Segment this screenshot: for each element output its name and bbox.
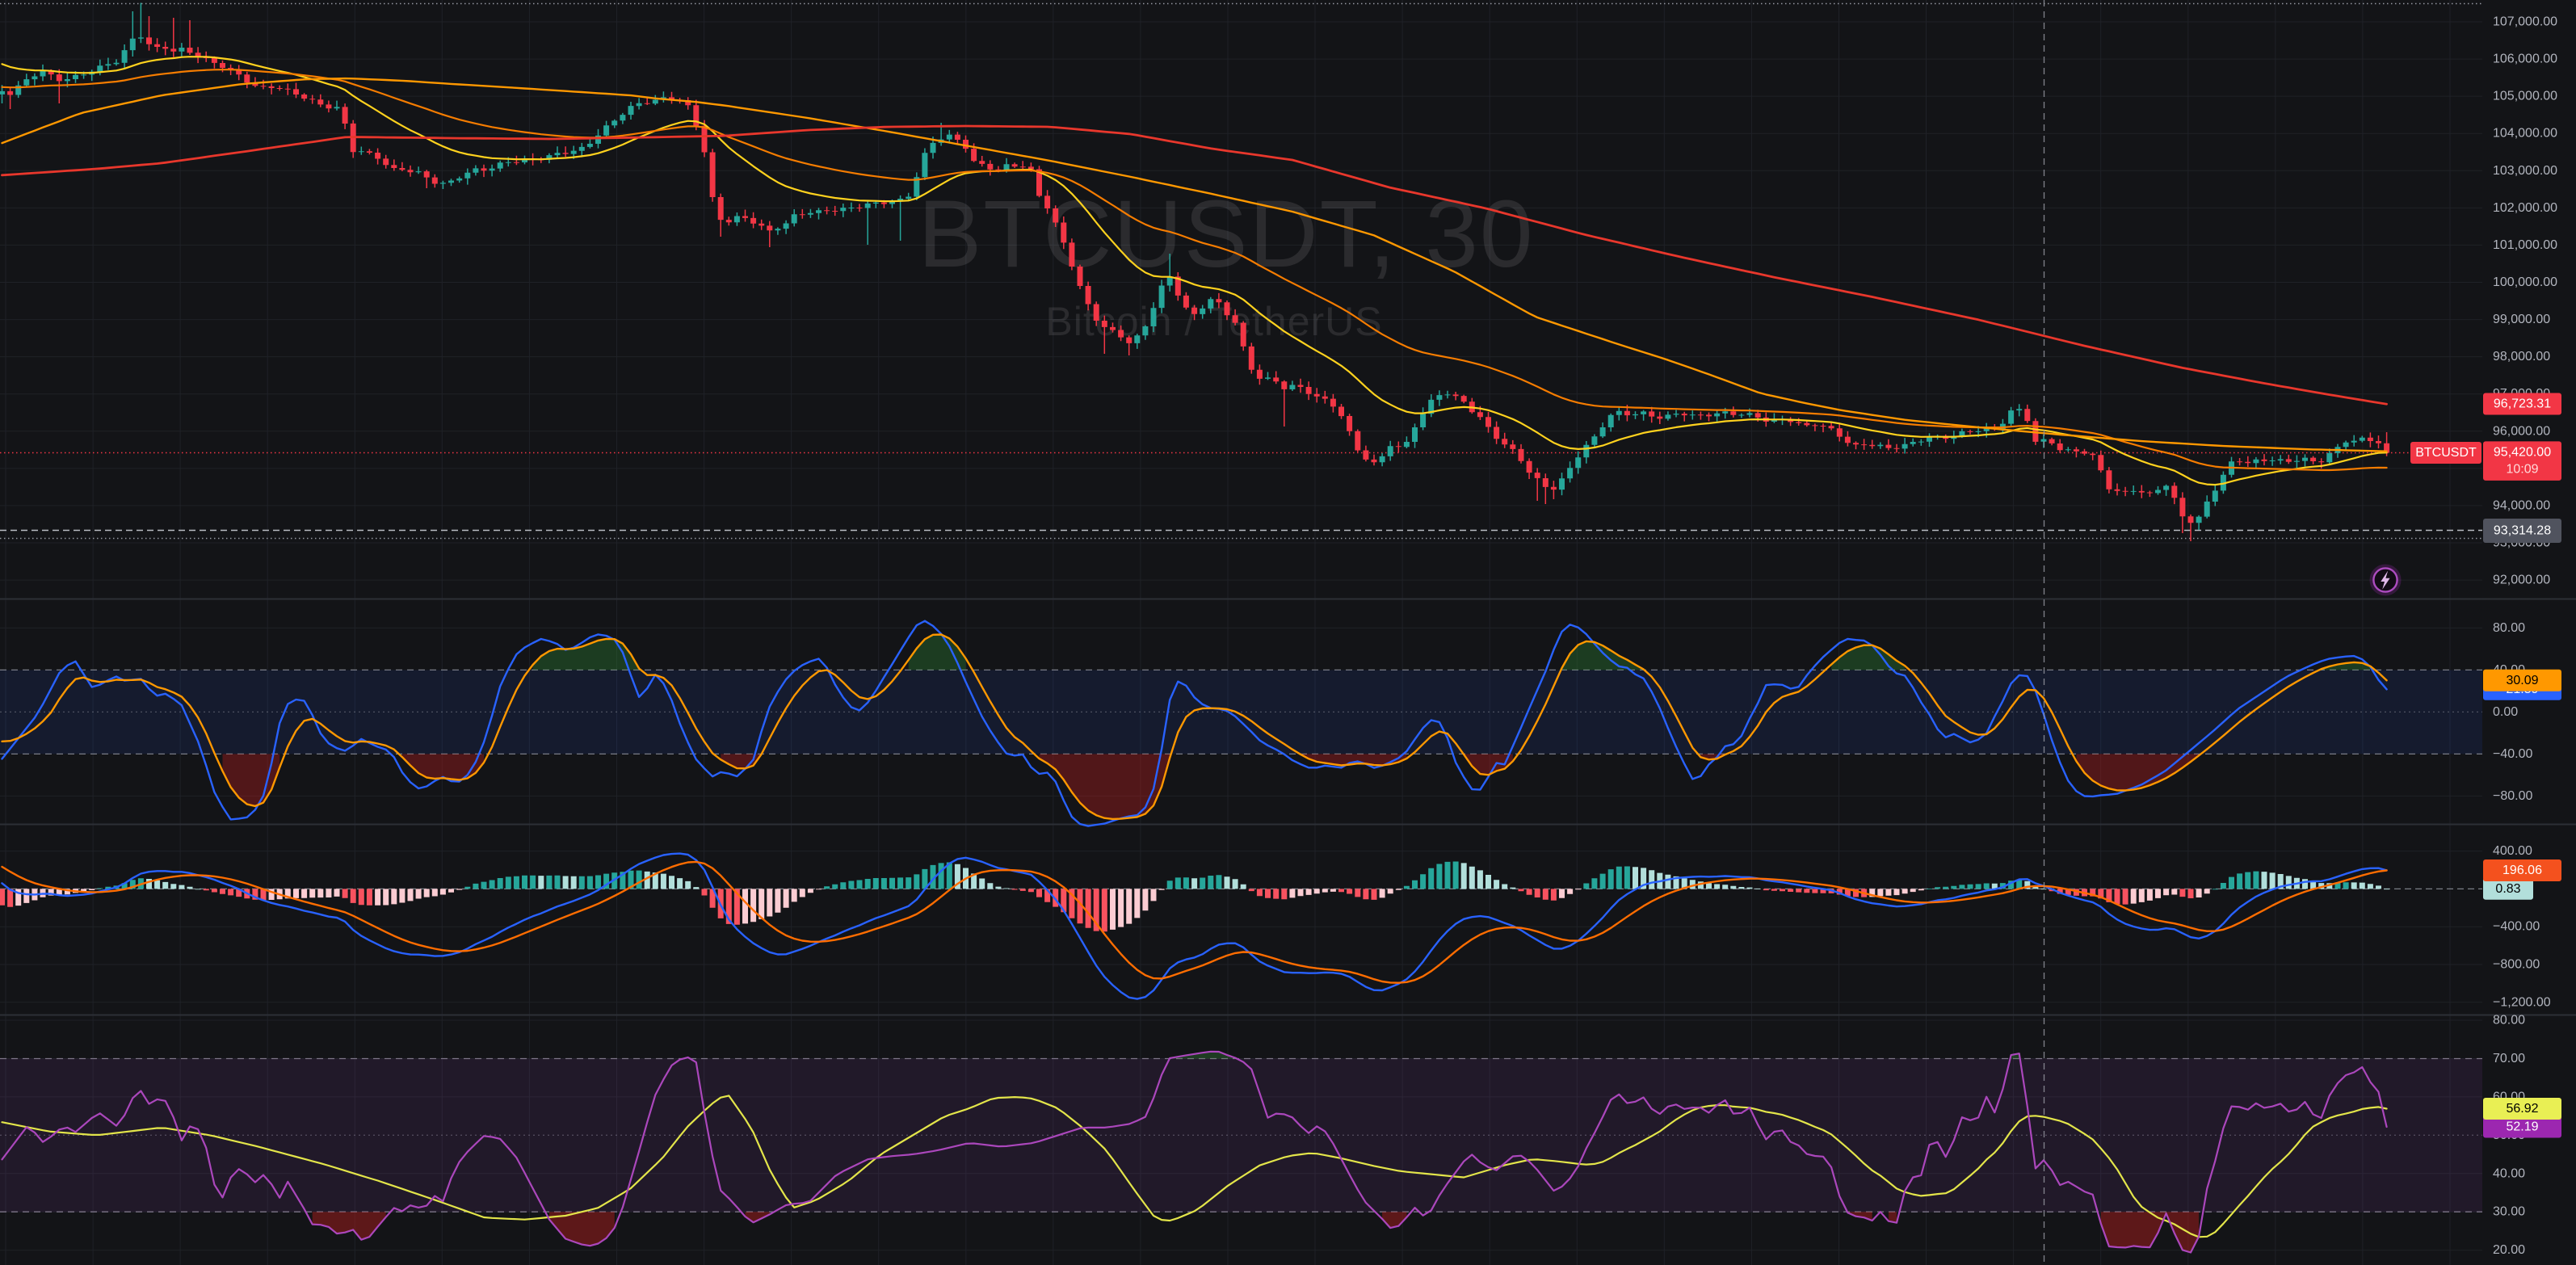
svg-text:80.00: 80.00: [2493, 621, 2525, 635]
svg-text:56.92: 56.92: [2506, 1102, 2538, 1116]
svg-text:107,000.00: 107,000.00: [2493, 15, 2557, 29]
svg-text:0.00: 0.00: [2493, 705, 2518, 719]
svg-text:0.83: 0.83: [2495, 882, 2520, 896]
svg-text:−1,200.00: −1,200.00: [2493, 995, 2551, 1009]
svg-text:BTCUSDT, 30: BTCUSDT, 30: [918, 181, 1535, 288]
svg-text:52.19: 52.19: [2506, 1120, 2538, 1134]
svg-text:10:09: 10:09: [2506, 463, 2538, 477]
svg-text:20.00: 20.00: [2493, 1243, 2525, 1257]
svg-text:95,420.00: 95,420.00: [2494, 446, 2551, 460]
svg-text:104,000.00: 104,000.00: [2493, 127, 2557, 141]
svg-text:99,000.00: 99,000.00: [2493, 313, 2550, 326]
svg-text:93,314.28: 93,314.28: [2494, 524, 2551, 538]
svg-text:96,723.31: 96,723.31: [2494, 397, 2551, 411]
svg-text:80.00: 80.00: [2493, 1014, 2525, 1028]
svg-text:400.00: 400.00: [2493, 844, 2532, 858]
svg-text:101,000.00: 101,000.00: [2493, 238, 2557, 252]
svg-text:40.00: 40.00: [2493, 1166, 2525, 1180]
svg-text:105,000.00: 105,000.00: [2493, 90, 2557, 103]
svg-text:70.00: 70.00: [2493, 1052, 2525, 1065]
svg-text:Bitcoin / TetherUS: Bitcoin / TetherUS: [1045, 299, 1382, 344]
svg-text:103,000.00: 103,000.00: [2493, 164, 2557, 178]
svg-text:98,000.00: 98,000.00: [2493, 350, 2550, 364]
svg-text:196.06: 196.06: [2502, 864, 2542, 877]
svg-text:−40.00: −40.00: [2493, 747, 2532, 761]
svg-text:BTCUSDT: BTCUSDT: [2415, 446, 2477, 460]
svg-text:30.09: 30.09: [2506, 674, 2538, 687]
svg-text:106,000.00: 106,000.00: [2493, 53, 2557, 66]
svg-text:100,000.00: 100,000.00: [2493, 275, 2557, 289]
svg-text:−400.00: −400.00: [2493, 920, 2540, 934]
svg-text:−80.00: −80.00: [2493, 789, 2532, 803]
svg-text:102,000.00: 102,000.00: [2493, 201, 2557, 215]
svg-text:−800.00: −800.00: [2493, 958, 2540, 972]
svg-text:30.00: 30.00: [2493, 1205, 2525, 1219]
svg-text:96,000.00: 96,000.00: [2493, 424, 2550, 438]
svg-text:92,000.00: 92,000.00: [2493, 574, 2550, 587]
svg-text:94,000.00: 94,000.00: [2493, 498, 2550, 512]
